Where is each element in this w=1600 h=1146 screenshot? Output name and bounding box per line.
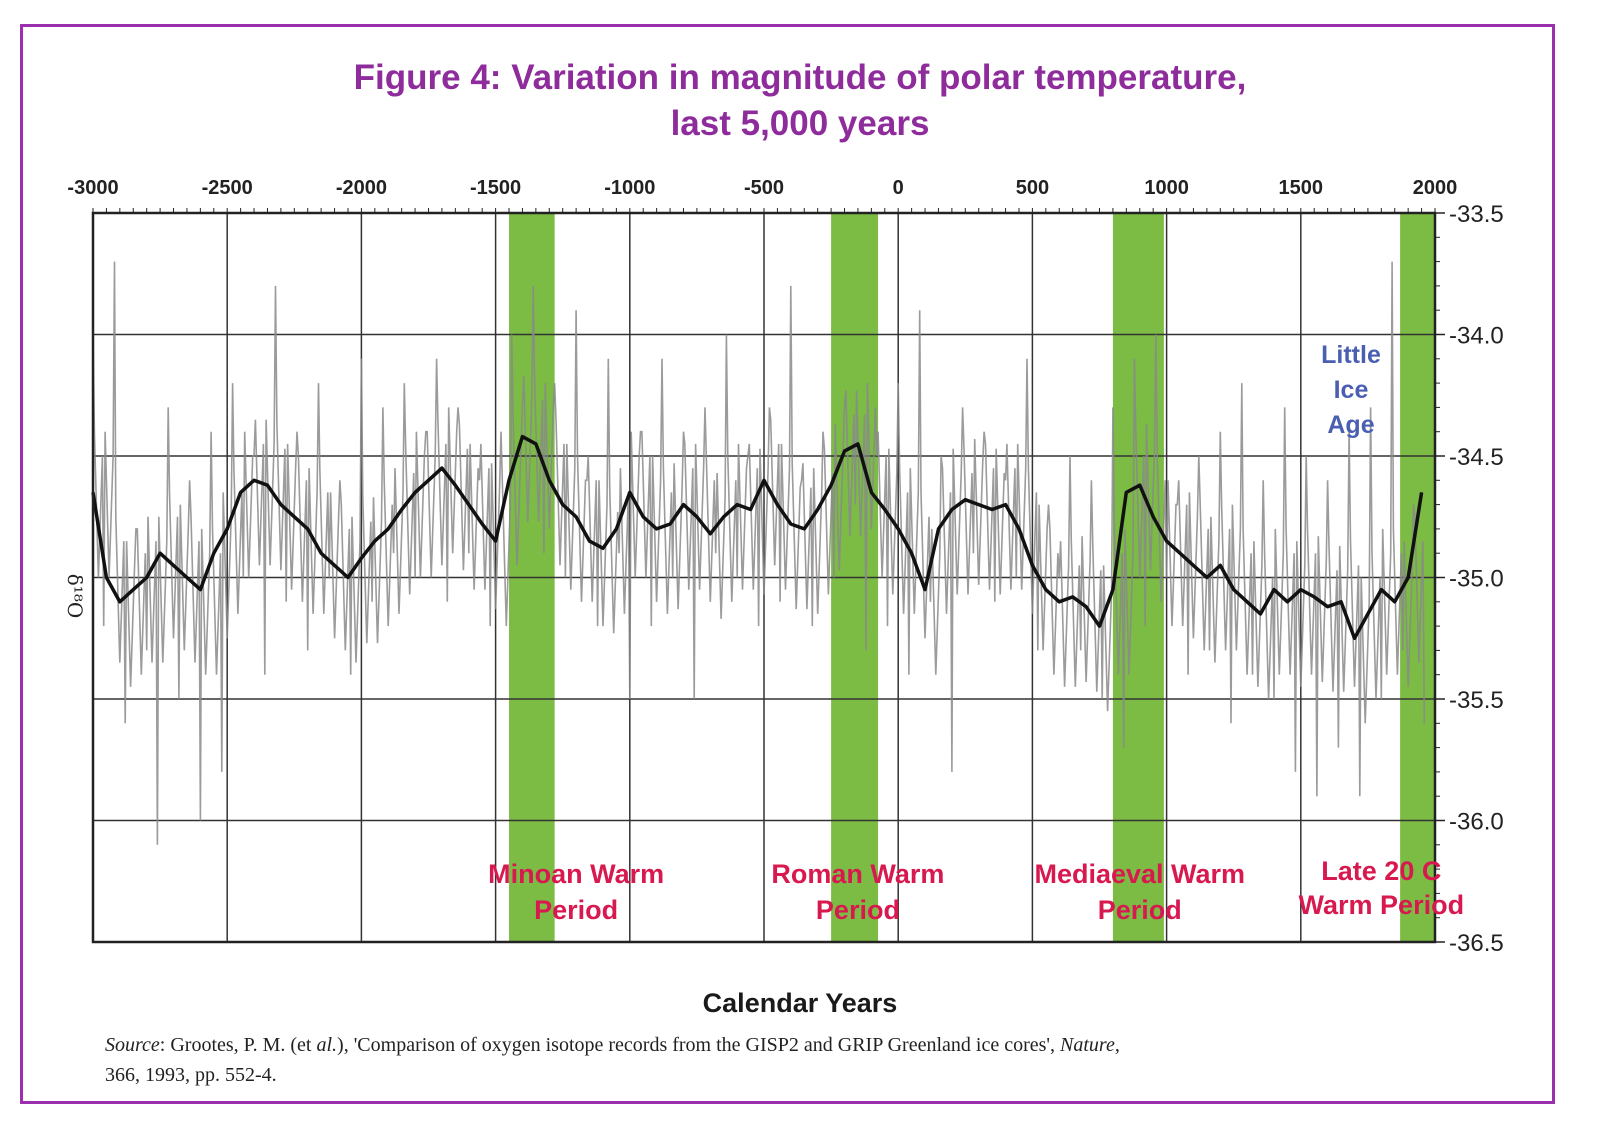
period-label-line2: Warm Period — [1299, 890, 1465, 920]
x-tick-label: -3000 — [67, 177, 118, 199]
period-label-line2: Period — [816, 895, 900, 925]
x-tick-label: 1000 — [1144, 177, 1189, 199]
y-tick-label: -35.5 — [1449, 687, 1504, 714]
source-al: al. — [316, 1034, 338, 1056]
y-tick-label: -34.5 — [1449, 444, 1504, 471]
source-journal: Nature — [1060, 1034, 1115, 1056]
period-label-line1: Minoan Warm — [488, 859, 664, 889]
figure-frame — [20, 24, 1555, 1104]
source-prefix: Source — [105, 1034, 160, 1056]
x-tick-label: -1000 — [604, 177, 655, 199]
y-tick-label: -36.0 — [1449, 809, 1504, 836]
source-text-3: , — [1114, 1034, 1120, 1056]
raw-series-line — [92, 261, 1426, 845]
period-label-line1: Late 20 C — [1321, 856, 1441, 886]
x-tick-label: -2000 — [336, 177, 387, 199]
y-tick-label: -36.5 — [1449, 930, 1504, 957]
y-axis-label: δ¹⁸O — [63, 574, 87, 618]
period-label-line1: Mediaeval Warm — [1034, 859, 1245, 889]
period-labels: Minoan Warm Period Roman Warm Period Mediaev… — [488, 341, 1464, 925]
title-line-2: last 5,000 years — [670, 104, 930, 143]
y-axis-ticks: -33.5 -34.0 -34.5 -35.0 -35.5 -36.0 -36.5 — [1435, 201, 1504, 957]
period-label-line1: Roman Warm — [771, 859, 944, 889]
period-label-line2: Period — [534, 895, 618, 925]
source-text-2: ), 'Comparison of oxygen isotope records… — [337, 1034, 1060, 1056]
source-citation: Source: Grootes, P. M. (et al.), 'Compar… — [105, 1030, 1505, 1090]
y-tick-label: -35.0 — [1449, 566, 1504, 593]
period-label-line2: Period — [1098, 895, 1182, 925]
x-tick-label: -2500 — [202, 177, 253, 199]
x-tick-label: 2000 — [1413, 177, 1458, 199]
x-tick-label: 0 — [893, 177, 904, 199]
smoothed-series — [91, 434, 1424, 641]
little-ice-age-label: Little — [1321, 341, 1381, 369]
little-ice-age-label: Age — [1327, 411, 1374, 439]
x-tick-label: -1500 — [470, 177, 521, 199]
title-line-1: Figure 4: Variation in magnitude of pola… — [353, 58, 1247, 97]
x-tick-label: 1500 — [1279, 177, 1324, 199]
y-tick-label: -34.0 — [1449, 323, 1504, 350]
little-ice-age-label: Ice — [1334, 376, 1369, 404]
raw-series — [92, 261, 1426, 845]
x-tick-label: -500 — [744, 177, 784, 199]
smoothed-series-line — [91, 434, 1424, 641]
source-text-1: : Grootes, P. M. (et — [159, 1034, 317, 1056]
x-axis-label: Calendar Years — [702, 988, 898, 1018]
figure-title: Figure 4: Variation in magnitude of pola… — [20, 55, 1580, 147]
source-text-4: 366, 1993, pp. 552-4. — [105, 1064, 277, 1086]
x-axis-ticks: -3000 -2500 -2000 -1500 -1000 -500 0 500 1000 150… — [67, 177, 1457, 213]
y-tick-label: -33.5 — [1449, 201, 1504, 228]
x-tick-label: 500 — [1016, 177, 1049, 199]
